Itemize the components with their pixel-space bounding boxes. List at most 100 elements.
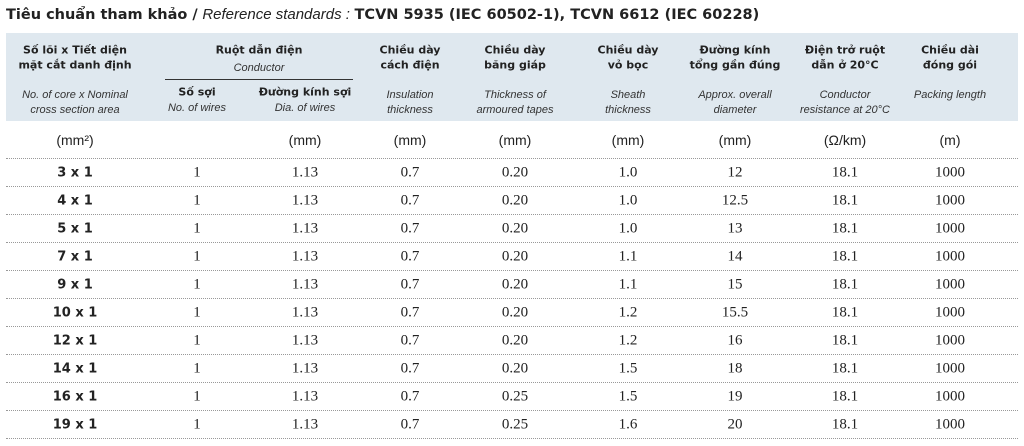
cell: 0.20 — [501, 192, 529, 209]
cell: 1 — [193, 416, 201, 433]
column-title: Đường kính — [699, 43, 771, 57]
cell: 1 — [193, 388, 201, 405]
column-unit: (mm) — [288, 132, 322, 148]
header-band — [6, 33, 1018, 121]
cell: 1 — [193, 220, 201, 237]
cell: 0.7 — [400, 304, 420, 321]
column-title: dẫn ở 20°C — [811, 58, 879, 72]
cell: 1 — [193, 276, 201, 293]
cell: 1.0 — [618, 220, 638, 237]
cell: 1.13 — [291, 332, 319, 349]
column-title: Số lõi x Tiết diện — [23, 43, 127, 57]
row-separator — [6, 270, 1018, 271]
cell: 1.0 — [618, 192, 638, 209]
row-label: 4 x 1 — [57, 193, 93, 209]
cell: 14 — [727, 248, 743, 265]
cell: 0.7 — [400, 332, 420, 349]
cell: 18.1 — [831, 248, 859, 265]
column-subtitle: No. of wires — [167, 102, 227, 114]
column-subtitle: Conductor — [819, 89, 871, 101]
cell: 15 — [727, 276, 743, 293]
cell: 1000 — [935, 388, 965, 405]
column-title: mặt cắt danh định — [18, 58, 132, 72]
cell: 0.20 — [501, 220, 529, 237]
column-title: cách điện — [380, 58, 440, 72]
column-title: tổng gần đúng — [689, 58, 781, 72]
cell: 1.13 — [291, 248, 319, 265]
column-title: Đường kính sợi — [258, 85, 352, 99]
cell: 1.13 — [291, 304, 319, 321]
column-subtitle: cross section area — [30, 104, 120, 116]
row-separator — [6, 382, 1018, 383]
cell: 1.2 — [618, 304, 638, 321]
column-subtitle: Sheath — [610, 89, 646, 101]
row-label: 12 x 1 — [52, 333, 98, 349]
column-title: Điện trở ruột — [804, 43, 886, 57]
cell: 1.6 — [618, 416, 638, 433]
cell: 1.13 — [291, 416, 319, 433]
column-subtitle: thickness — [387, 104, 433, 116]
cell: 0.7 — [400, 248, 420, 265]
cell: 1000 — [935, 416, 965, 433]
cell: 18 — [727, 360, 743, 377]
cell: 1.5 — [618, 360, 638, 377]
column-subtitle: No. of core x Nominal — [22, 89, 128, 101]
column-subtitle: Packing length — [913, 89, 987, 101]
column-unit: (mm) — [393, 132, 427, 148]
column-unit: (mm) — [498, 132, 532, 148]
row-label: 19 x 1 — [52, 417, 98, 433]
row-separator — [6, 158, 1018, 159]
cell: 1.5 — [618, 388, 638, 405]
cell: 1000 — [935, 220, 965, 237]
title-label: Tiêu chuẩn tham khảo / — [6, 7, 198, 23]
cell: 0.25 — [501, 388, 529, 405]
column-unit: (mm) — [611, 132, 645, 148]
column-subtitle: resistance at 20°C — [800, 104, 890, 116]
cell: 1.13 — [291, 360, 319, 377]
row-label: 10 x 1 — [52, 305, 98, 321]
row-separator — [6, 214, 1018, 215]
column-title: đóng gói — [922, 58, 978, 72]
column-subtitle: diameter — [713, 104, 757, 116]
cell: 1.13 — [291, 388, 319, 405]
cell: 0.20 — [501, 360, 529, 377]
row-separator — [6, 326, 1018, 327]
cell: 1000 — [935, 164, 965, 181]
cell: 1.2 — [618, 332, 638, 349]
cell: 20 — [727, 416, 743, 433]
column-title: Chiều dày — [484, 43, 546, 57]
title-standards: TCVN 5935 (IEC 60502-1), TCVN 6612 (IEC … — [354, 7, 760, 23]
row-label: 16 x 1 — [52, 389, 98, 405]
column-title: Chiều dày — [379, 43, 441, 57]
cell: 1.13 — [291, 220, 319, 237]
row-separator — [6, 354, 1018, 355]
cell: 1.13 — [291, 192, 319, 209]
column-subtitle: Dia. of wires — [274, 102, 336, 114]
row-label: 3 x 1 — [57, 165, 93, 181]
cell: 0.20 — [501, 248, 529, 265]
column-subtitle: Insulation — [386, 89, 434, 101]
cell: 19 — [727, 388, 743, 405]
cell: 18.1 — [831, 220, 859, 237]
cell: 0.25 — [501, 416, 529, 433]
row-separator — [6, 186, 1018, 187]
cell: 0.7 — [400, 220, 420, 237]
cell: 13 — [727, 220, 743, 237]
cell: 0.7 — [400, 164, 420, 181]
cell: 1000 — [935, 304, 965, 321]
column-title: Số sợi — [178, 85, 216, 99]
cell: 18.1 — [831, 388, 859, 405]
row-separator — [6, 410, 1018, 411]
cell: 1 — [193, 304, 201, 321]
column-subtitle: Approx. overall — [698, 89, 772, 101]
column-subtitle: armoured tapes — [476, 104, 554, 116]
row-label: 9 x 1 — [57, 277, 93, 293]
cell: 18.1 — [831, 304, 859, 321]
cell: 0.7 — [400, 416, 420, 433]
column-title: băng giáp — [484, 58, 546, 72]
column-unit: (mm) — [718, 132, 752, 148]
cell: 1 — [193, 248, 201, 265]
group-underline — [165, 79, 353, 80]
cell: 18.1 — [831, 360, 859, 377]
